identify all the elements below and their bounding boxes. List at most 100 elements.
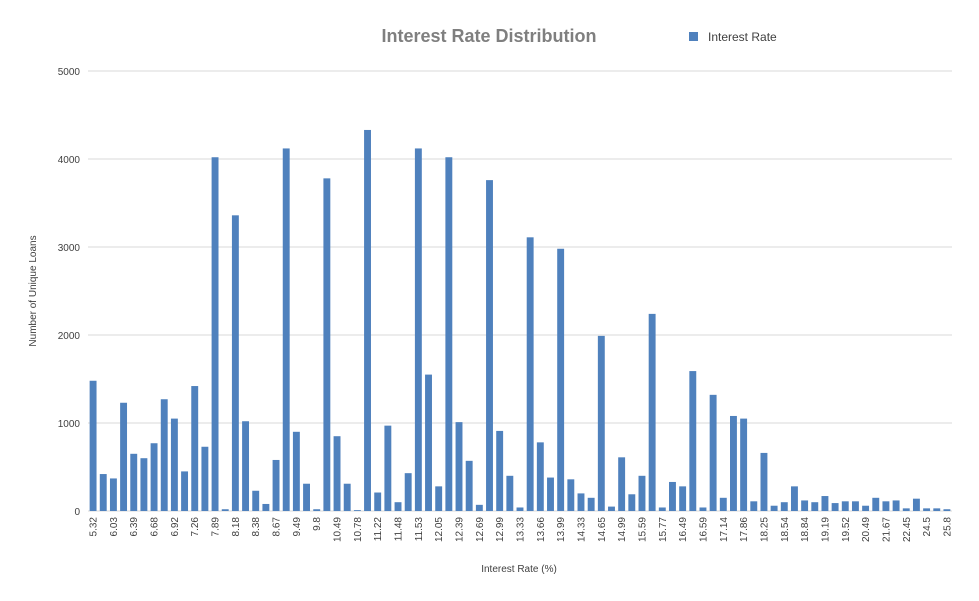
x-tick-label: 20.49 (861, 517, 872, 542)
x-tick-label: 13.33 (516, 517, 527, 542)
bar (445, 157, 453, 512)
bar (455, 422, 463, 511)
x-tick-label: 12.99 (495, 517, 506, 542)
x-tick-label: 5.32 (89, 517, 100, 537)
bar (120, 402, 128, 511)
bar (99, 474, 107, 511)
chart-title: Interest Rate Distribution (381, 26, 596, 46)
x-tick-label: 19.52 (841, 517, 852, 542)
x-tick-label: 18.84 (800, 517, 811, 542)
bar (831, 503, 839, 511)
bar (587, 497, 595, 511)
bar (882, 501, 890, 511)
y-tick-label: 5000 (58, 67, 81, 78)
bar (790, 486, 798, 511)
bar (313, 509, 321, 511)
x-tick-label: 14.65 (597, 517, 608, 542)
legend-swatch (689, 32, 698, 41)
bar (323, 178, 331, 512)
x-tick-label: 13.99 (556, 517, 567, 542)
x-tick-label: 7.89 (211, 517, 222, 537)
bar (892, 500, 900, 511)
bar (242, 421, 250, 511)
x-tick-label: 17.86 (739, 517, 750, 542)
bar (943, 509, 951, 511)
bar (577, 493, 585, 511)
bar (597, 335, 605, 511)
bar (628, 494, 636, 511)
bar (292, 431, 300, 511)
y-tick-label: 4000 (58, 155, 81, 166)
x-tick-label: 19.19 (820, 517, 831, 542)
bar (394, 502, 402, 511)
x-tick-label: 9.8 (312, 517, 323, 531)
bar (89, 380, 97, 511)
bars (89, 129, 951, 512)
x-tick-label: 10.49 (333, 517, 344, 542)
bar (780, 502, 788, 511)
bar (486, 180, 493, 511)
x-tick-label: 18.25 (759, 517, 770, 542)
x-tick-label: 9.49 (292, 517, 303, 537)
bar (821, 496, 829, 511)
x-tick-label: 12.39 (455, 517, 466, 542)
legend-label: Interest Rate (708, 30, 777, 44)
x-tick-label: 8.38 (251, 517, 262, 537)
x-axis-label: Interest Rate (%) (481, 564, 557, 575)
bar (536, 442, 544, 511)
x-tick-label: 18.54 (780, 517, 791, 542)
bar (933, 508, 941, 511)
x-tick-label: 22.45 (902, 517, 913, 542)
bar (526, 237, 534, 511)
x-tick-label: 8.67 (272, 517, 283, 537)
x-tick-label: 11.53 (414, 517, 425, 542)
bar (170, 418, 178, 511)
bar (343, 483, 351, 511)
bar (547, 477, 554, 511)
bar (150, 443, 158, 511)
x-tick-label: 21.67 (881, 517, 892, 542)
bar (750, 501, 758, 511)
x-tick-label: 14.33 (576, 517, 587, 542)
x-tick-label: 6.39 (129, 517, 140, 537)
bar (211, 157, 219, 512)
bar (679, 486, 687, 511)
x-tick-label: 6.03 (109, 517, 120, 537)
bar (496, 430, 504, 511)
x-axis-ticks: 5.32 6.03 6.39 6.68 6.92 7.26 7.89 8.18 8.38 8.67… (89, 517, 954, 542)
bar (516, 507, 524, 511)
x-tick-label: 25.8 (942, 517, 953, 537)
x-tick-label: 14.99 (617, 517, 628, 542)
y-tick-label: 1000 (58, 419, 81, 430)
bar (109, 478, 117, 511)
bar (618, 457, 626, 511)
bar (719, 497, 727, 511)
bar (282, 148, 290, 511)
bar (648, 313, 656, 511)
x-tick-label: 13.66 (536, 517, 547, 542)
bar (801, 500, 809, 511)
bar (160, 399, 168, 511)
bar (912, 498, 920, 511)
x-tick-label: 7.26 (190, 517, 201, 537)
bar (191, 386, 199, 511)
bar (465, 460, 473, 511)
bar (374, 492, 382, 511)
x-tick-label: 11.48 (394, 517, 405, 542)
bar (902, 508, 910, 511)
bar (303, 483, 310, 511)
bar (221, 509, 229, 511)
bar (384, 425, 392, 511)
bar (760, 452, 768, 511)
bar (414, 148, 422, 511)
bar (689, 371, 697, 511)
bar (353, 510, 361, 511)
bar (557, 248, 565, 511)
bar (262, 503, 270, 511)
x-tick-label: 12.69 (475, 517, 486, 542)
bar (638, 475, 646, 511)
x-tick-label: 15.59 (637, 517, 648, 542)
x-tick-label: 6.68 (150, 517, 161, 537)
bar (658, 507, 666, 511)
